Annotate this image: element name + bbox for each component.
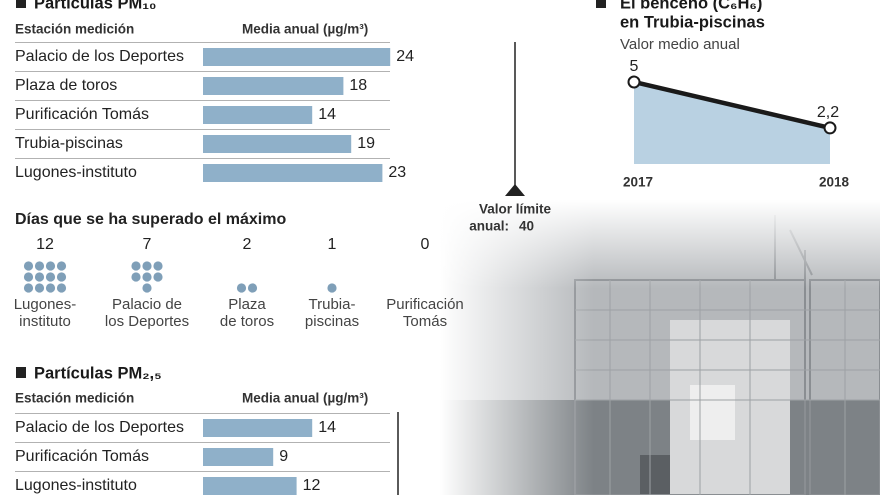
dot	[45, 272, 56, 282]
value-label: 5	[630, 58, 639, 75]
section-title: Días que se ha superado el máximo	[15, 211, 286, 228]
bullet	[16, 367, 26, 378]
x-tick-label: 2017	[623, 175, 653, 190]
count-label: 1	[328, 236, 337, 253]
dot	[56, 261, 67, 271]
column-header: Media anual (µg/m³)	[242, 22, 368, 37]
value-label: 23	[388, 164, 406, 181]
bar	[203, 419, 313, 437]
category-label: Purificación Tomás	[15, 448, 149, 465]
bullet	[596, 0, 606, 8]
value-label: 19	[357, 135, 375, 152]
dot-group	[236, 283, 258, 293]
category-label: Lugones-instituto	[15, 477, 137, 494]
category-label: de toros	[220, 313, 274, 330]
chart-subtitle: Valor medio anual	[620, 36, 740, 53]
column-header: Estación medición	[15, 22, 134, 37]
count-label: 7	[143, 236, 152, 253]
category-label: Palacio de los Deportes	[15, 419, 184, 436]
bar	[203, 477, 297, 495]
dot	[131, 272, 141, 282]
dot	[236, 283, 247, 293]
category-label: Lugones-	[14, 296, 77, 313]
limit-label: anual:	[469, 219, 509, 234]
count-label: 2	[243, 236, 252, 253]
count-label: 0	[421, 236, 430, 253]
bar	[203, 106, 313, 124]
chart-title: Partículas PM₂,₅	[34, 364, 162, 382]
category-label: Purificación Tomás	[15, 106, 149, 123]
dot	[56, 283, 67, 293]
category-label: Plaza	[228, 296, 266, 313]
limit-marker	[505, 184, 525, 196]
category-label: Tomás	[403, 313, 447, 330]
value-label: 2,2	[817, 104, 839, 121]
dot	[142, 261, 152, 271]
dot	[23, 272, 34, 282]
dot	[45, 283, 56, 293]
category-label: Plaza de toros	[15, 77, 117, 94]
category-label: piscinas	[305, 313, 359, 330]
category-label: instituto	[19, 313, 71, 330]
category-label: los Deportes	[105, 313, 189, 330]
value-label: 18	[349, 77, 367, 94]
dot	[327, 283, 337, 293]
limit-value: 40	[519, 219, 534, 234]
dot	[34, 272, 45, 282]
dot	[247, 283, 258, 293]
value-label: 9	[279, 448, 288, 465]
bar	[203, 164, 383, 182]
column-header: Media anual (µg/m³)	[242, 391, 368, 406]
value-label: 14	[318, 106, 336, 123]
limit-label: Valor límite	[479, 202, 552, 217]
bullet	[16, 0, 26, 8]
category-label: Trubia-piscinas	[15, 135, 123, 152]
point	[627, 75, 641, 89]
bar	[203, 135, 352, 153]
photo	[440, 200, 880, 495]
chart-title: El benceno (C₆H₆)	[620, 0, 762, 12]
dot	[34, 261, 45, 271]
category-label: Lugones-instituto	[15, 164, 137, 181]
category-label: Palacio de	[112, 296, 182, 313]
line	[633, 79, 831, 131]
chart-title: Partículas PM₁₀	[34, 0, 156, 12]
dot-group	[327, 283, 337, 293]
dot	[142, 272, 152, 282]
dot	[56, 272, 67, 282]
bar	[203, 48, 391, 66]
dot-group	[23, 261, 67, 293]
value-label: 24	[396, 48, 414, 65]
bar	[203, 448, 274, 466]
dot	[131, 261, 141, 271]
bar	[203, 77, 344, 95]
value-label: 12	[303, 477, 321, 494]
count-label: 12	[36, 236, 54, 253]
dot	[153, 261, 163, 271]
column-header: Estación medición	[15, 391, 134, 406]
dot	[23, 283, 34, 293]
dot	[153, 272, 163, 282]
value-label: 14	[318, 419, 336, 436]
dot-group	[131, 261, 163, 293]
category-label: Palacio de los Deportes	[15, 48, 184, 65]
category-label: Purificación	[386, 296, 464, 313]
dot	[45, 261, 56, 271]
category-label: Trubia-	[309, 296, 356, 313]
point	[823, 121, 837, 135]
dot	[34, 283, 45, 293]
x-tick-label: 2018	[819, 175, 850, 190]
dot	[142, 283, 152, 293]
area	[634, 82, 830, 164]
dot	[23, 261, 34, 271]
chart-title: en Trubia-piscinas	[620, 13, 765, 31]
